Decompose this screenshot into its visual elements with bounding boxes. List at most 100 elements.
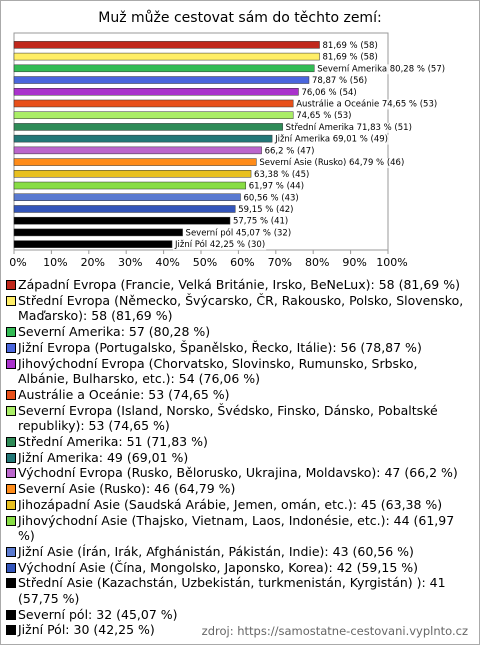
value-label-bg (310, 76, 369, 87)
legend-label: Střední Asie (Kazachstán, Uzbekistán, tu… (18, 575, 446, 607)
value-label: Severní Amerika 80,28 % (57) (317, 64, 445, 74)
legend-item: Střední Amerika: 51 (71,83 %) (5, 434, 470, 450)
legend-label: Jižní Amerika: 49 (69,01 %) (18, 449, 189, 465)
value-label: Severní Asie (Rusko) 64,79 % (46) (259, 158, 404, 168)
legend-label: Jižní Evropa (Portugalsko, Španělsko, Ře… (18, 339, 422, 355)
bar (13, 88, 299, 96)
legend-swatch (6, 484, 16, 495)
bar (13, 181, 247, 190)
value-label: Severní pól 45,07 % (32) (186, 227, 292, 238)
legend-item: Střední Asie (Kazachstán, Uzbekistán, tu… (5, 575, 470, 606)
x-tick-label: 100% (376, 256, 407, 269)
legend-item: Jižní Asie (Írán, Irák, Afghánistán, Pák… (5, 544, 470, 560)
value-label: Střední Amerika 71,83 % (51) (286, 123, 412, 133)
legend-swatch (6, 437, 16, 448)
legend-swatch (6, 562, 16, 573)
bar (13, 240, 173, 248)
legend-item: Jihovýchodní Evropa (Chorvatsko, Slovins… (5, 356, 470, 387)
legend-label: Jižní Pól: 30 (42,25 %) (18, 622, 155, 638)
value-label: 63,38 % (45) (254, 170, 309, 180)
legend-item: Západní Evropa (Francie, Velká Británie,… (5, 277, 470, 293)
value-label: 66,2 % (47) (265, 146, 315, 156)
legend-swatch (6, 342, 16, 353)
x-tick-label: 40% (155, 256, 179, 269)
legend-label: Jižní Asie (Írán, Irák, Afghánistán, Pák… (18, 543, 414, 559)
legend-item: Severní Amerika: 57 (80,28 %) (5, 324, 470, 340)
x-tick-label: 70% (268, 256, 292, 269)
legend-swatch (6, 327, 16, 338)
bar (13, 134, 273, 143)
bar (13, 158, 257, 166)
value-label-bg (184, 227, 293, 239)
value-label-bg (253, 169, 311, 180)
value-label: 61,97 % (44) (249, 182, 304, 192)
value-label-bg (321, 40, 379, 51)
value-label: 60,56 % (43) (243, 193, 298, 203)
value-label-bg (284, 122, 413, 133)
legend-swatch (6, 452, 16, 463)
bar (13, 216, 231, 225)
legend-item: Jižní Pól: 30 (42,25 %) (5, 622, 470, 638)
chart-title: Muž může cestovat sám do těchto zemí: (98, 10, 381, 26)
legend-swatch (6, 609, 16, 620)
legend-item: Jihovýchodní Asie (Thajsko, Vietnam, Lao… (5, 513, 470, 544)
legend-item: Severní pól: 32 (45,07 %) (5, 607, 470, 623)
legend-swatch (6, 295, 16, 306)
legend-item: Východní Asie (Čína, Mongolsko, Japonsko… (5, 560, 470, 576)
legend-swatch (6, 515, 16, 526)
value-label: 81,69 % (58) (323, 53, 378, 63)
value-label-bg (295, 111, 353, 122)
value-label: 76,06 % (54) (301, 88, 356, 98)
bar (13, 123, 283, 131)
bar (13, 146, 262, 155)
legend-item: Východní Evropa (Rusko, Bělorusko, Ukraj… (5, 465, 470, 481)
bar (13, 205, 236, 213)
value-label: Jižní Pól 42,25 % (30) (174, 239, 265, 250)
value-label-bg (237, 204, 295, 215)
x-tick-label: 90% (342, 256, 366, 269)
legend: Západní Evropa (Francie, Velká Británie,… (5, 277, 470, 638)
bar (13, 170, 252, 178)
legend-label: Severní Amerika: 57 (80,28 %) (18, 324, 211, 340)
legend-label: Severní Asie (Rusko): 46 (64,79 %) (18, 481, 236, 497)
legend-swatch (6, 499, 16, 510)
x-tick-label: 0% (9, 256, 26, 269)
legend-swatch (6, 405, 16, 416)
bar (13, 99, 294, 108)
value-label-bg (242, 193, 300, 204)
legend-item: Severní Asie (Rusko): 46 (64,79 %) (5, 481, 470, 497)
x-tick-label: 30% (118, 256, 142, 269)
value-label: 57,75 % (41) (233, 217, 288, 227)
legend-label: Střední Evropa (Německo, Švýcarsko, ČR, … (18, 292, 464, 324)
value-label: 78,87 % (56) (312, 76, 367, 86)
bar (13, 228, 183, 237)
value-label: 74,65 % (53) (296, 111, 351, 121)
value-label: 59,15 % (42) (238, 205, 293, 215)
legend-label: Jihovýchodní Evropa (Chorvatsko, Slovins… (18, 355, 418, 387)
legend-item: Střední Evropa (Německo, Švýcarsko, ČR, … (5, 293, 470, 324)
x-tick-label: 80% (305, 256, 329, 269)
legend-label: Východní Evropa (Rusko, Bělorusko, Ukraj… (18, 465, 458, 481)
legend-label: Jihovýchodní Asie (Thajsko, Vietnam, Lao… (18, 512, 455, 544)
bar (13, 41, 320, 49)
legend-item: Severní Evropa (Island, Norsko, Švédsko,… (5, 403, 470, 434)
legend-swatch (6, 358, 16, 369)
value-label-bg (247, 181, 306, 192)
legend-swatch (6, 280, 16, 290)
value-label: 81,69 % (58) (323, 41, 378, 51)
x-tick-label: 10% (43, 256, 67, 269)
value-label-bg (295, 99, 439, 110)
legend-swatch (6, 578, 16, 589)
legend-item: Austrálie a Oceánie: 53 (74,65 %) (5, 387, 470, 403)
legend-item: Jižní Amerika: 49 (69,01 %) (5, 450, 470, 466)
bar (13, 52, 320, 61)
bar (13, 111, 294, 119)
value-label: Austrálie a Oceánie 74,65 % (53) (296, 99, 437, 109)
value-label-bg (273, 134, 390, 145)
legend-item: Jihozápadní Asie (Saudská Arábie, Jemen,… (5, 497, 470, 513)
value-label-bg (173, 239, 267, 251)
legend-swatch (6, 625, 16, 636)
chart: Muž může cestovat sám do těchto zemí: 0%… (9, 10, 447, 269)
legend-swatch (6, 389, 16, 400)
legend-label: Austrálie a Oceánie: 53 (74,65 %) (18, 386, 230, 402)
